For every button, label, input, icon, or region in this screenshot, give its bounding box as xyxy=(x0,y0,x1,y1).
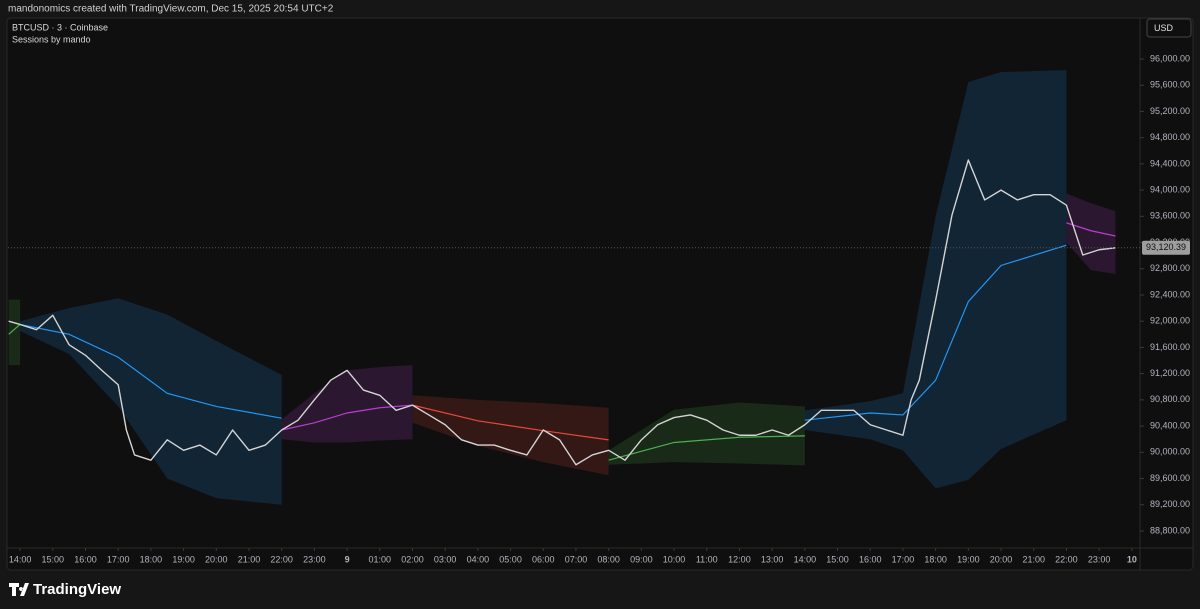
x-tick-label: 22:00 xyxy=(1055,554,1078,564)
session-vwap xyxy=(1066,222,1116,237)
x-tick-label: 04:00 xyxy=(467,554,490,564)
x-tick-label: 06:00 xyxy=(532,554,555,564)
x-tick-label: 10:00 xyxy=(663,554,686,564)
x-tick-label: 11:00 xyxy=(696,554,718,564)
y-tick-label: 91,600.00 xyxy=(1150,342,1190,352)
symbol-title: BTCUSD · 3 · Coinbase xyxy=(12,22,108,32)
x-tick-label: 13:00 xyxy=(761,554,784,564)
x-tick-label: 19:00 xyxy=(957,554,980,564)
x-tick-label: 16:00 xyxy=(859,554,882,564)
session-vwap xyxy=(608,435,805,461)
y-tick-label: 92,800.00 xyxy=(1150,263,1190,273)
y-tick-label: 95,200.00 xyxy=(1150,106,1190,116)
x-tick-label: 01:00 xyxy=(369,554,392,564)
x-tick-label: 02:00 xyxy=(401,554,424,564)
x-tick-label: 20:00 xyxy=(205,554,228,564)
session-vwap xyxy=(281,404,413,431)
x-tick-label: 21:00 xyxy=(238,554,261,564)
last-price-box xyxy=(1142,240,1190,255)
x-tick-label: 23:00 xyxy=(303,554,326,564)
session-band xyxy=(1066,193,1116,275)
x-tick-label: 18:00 xyxy=(924,554,947,564)
y-tick-label: 89,200.00 xyxy=(1150,499,1190,509)
x-tick-label: 22:00 xyxy=(270,554,293,564)
x-tick-label: 14:00 xyxy=(9,554,32,564)
price-line xyxy=(8,159,1116,466)
y-tick-label: 90,400.00 xyxy=(1150,420,1190,430)
y-tick-label: 89,600.00 xyxy=(1150,473,1190,483)
session-vwap xyxy=(19,323,282,419)
x-tick-label: 14:00 xyxy=(794,554,817,564)
x-tick-label: 07:00 xyxy=(565,554,588,564)
session-vwap xyxy=(804,244,1067,421)
session-band xyxy=(804,70,1067,489)
y-tick-label: 96,000.00 xyxy=(1150,53,1190,63)
y-tick-label: 88,800.00 xyxy=(1150,525,1190,535)
x-tick-label: 19:00 xyxy=(172,554,195,564)
x-tick-label: 17:00 xyxy=(107,554,130,564)
indicator-title: Sessions by mando xyxy=(12,34,91,44)
currency-button[interactable] xyxy=(1146,18,1192,38)
x-tick-label: 15:00 xyxy=(42,554,65,564)
footer-brand: TradingView xyxy=(33,581,121,598)
x-tick-label: 10 xyxy=(1127,554,1137,564)
x-tick-label: 12:00 xyxy=(728,554,751,564)
session-vwap xyxy=(412,404,609,441)
footer-logo xyxy=(9,583,29,596)
x-tick-label: 05:00 xyxy=(499,554,522,564)
x-tick-label: 08:00 xyxy=(597,554,620,564)
currency-label[interactable]: USD xyxy=(1154,23,1174,33)
session-band xyxy=(8,299,21,366)
y-tick-label: 90,000.00 xyxy=(1150,447,1190,457)
y-tick-label: 94,400.00 xyxy=(1150,158,1190,168)
x-tick-label: 09:00 xyxy=(630,554,653,564)
x-tick-label: 15:00 xyxy=(826,554,849,564)
y-tick-label: 93,600.00 xyxy=(1150,211,1190,221)
y-tick-label: 91,200.00 xyxy=(1150,368,1190,378)
y-tick-label: 92,400.00 xyxy=(1150,289,1190,299)
x-tick-label: 9 xyxy=(345,554,350,564)
y-tick-label: 94,000.00 xyxy=(1150,184,1190,194)
session-vwap xyxy=(8,324,21,335)
header-text: mandonomics created with TradingView.com… xyxy=(8,4,334,15)
x-tick-label: 20:00 xyxy=(990,554,1013,564)
session-band xyxy=(412,395,609,476)
x-tick-label: 16:00 xyxy=(74,554,97,564)
y-tick-label: 92,000.00 xyxy=(1150,316,1190,326)
y-tick-label: 90,800.00 xyxy=(1150,394,1190,404)
x-tick-label: 03:00 xyxy=(434,554,457,564)
session-band xyxy=(608,402,805,466)
session-band xyxy=(20,298,282,505)
last-price-label: 93,120.39 xyxy=(1146,242,1186,252)
chart-panel xyxy=(6,17,1194,571)
x-tick-label: 18:00 xyxy=(140,554,163,564)
x-tick-label: 23:00 xyxy=(1088,554,1111,564)
x-tick-label: 21:00 xyxy=(1022,554,1045,564)
y-tick-label: 94,800.00 xyxy=(1150,132,1190,142)
x-tick-label: 17:00 xyxy=(892,554,915,564)
y-tick-label: 95,600.00 xyxy=(1150,80,1190,90)
